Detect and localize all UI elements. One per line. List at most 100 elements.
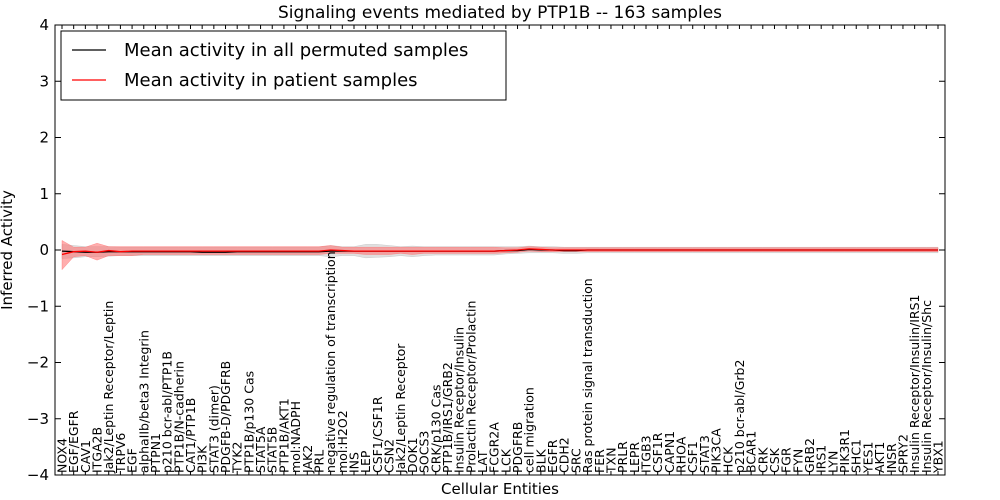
category-label: PIK3CA bbox=[709, 428, 724, 473]
category-label: Prolactin Receptor/Prolactin bbox=[463, 301, 478, 473]
category-label: PI3K bbox=[195, 445, 210, 473]
category-label: PDGFB-D/PDGFRB bbox=[218, 361, 233, 473]
legend-box bbox=[60, 30, 507, 101]
category-label: STAT3 (dimer) bbox=[206, 385, 221, 473]
category-label: YES1 bbox=[860, 442, 875, 474]
category-label: ITGB3 bbox=[639, 435, 654, 473]
category-label: JAK2 bbox=[300, 445, 315, 474]
category-label: PTPN1 bbox=[148, 433, 163, 473]
category-label: LEPR bbox=[627, 442, 642, 473]
category-label: mol:H2O2 bbox=[335, 410, 350, 473]
category-label: ITGA2B bbox=[90, 427, 105, 473]
category-label: IRS1 bbox=[814, 445, 829, 473]
category-label: PDGFRB bbox=[510, 422, 525, 473]
category-label: TXN bbox=[603, 447, 618, 474]
category-label: TYK2 bbox=[230, 442, 245, 474]
category-label: PIK3R1 bbox=[837, 429, 852, 473]
category-label: STAT5B bbox=[265, 427, 280, 473]
category-label: Insulin Receptor/Insulin/Shc bbox=[919, 300, 934, 473]
category-label: TRPV6 bbox=[113, 433, 128, 474]
band-patient bbox=[61, 240, 939, 271]
category-label: BLK bbox=[533, 448, 548, 473]
category-label: PRL bbox=[311, 450, 326, 473]
legend: Mean activity in all permuted samples Me… bbox=[60, 30, 507, 101]
category-label: NOX4 bbox=[55, 438, 70, 473]
category-label: EGF/EGFR bbox=[66, 410, 81, 473]
category-label: Jak2/Leptin Receptor/Leptin bbox=[101, 301, 116, 474]
category-label: PTP1B/AKT1 bbox=[276, 398, 291, 473]
category-label: CAV1 bbox=[78, 440, 93, 473]
category-label: FGR bbox=[779, 447, 794, 473]
legend-label-permuted: Mean activity in all permuted samples bbox=[124, 40, 468, 61]
category-label: cell migration bbox=[522, 387, 537, 473]
series-line-patient bbox=[61, 248, 938, 256]
category-label: EGFR bbox=[545, 439, 560, 473]
category-label: CDH2 bbox=[557, 437, 572, 473]
category-label: Jak2/Leptin Receptor bbox=[393, 343, 408, 474]
category-label: FYN bbox=[790, 449, 805, 473]
category-label: CSN2 bbox=[382, 439, 397, 473]
category-label: Ras protein signal transduction bbox=[580, 278, 595, 473]
y-tick-label: −1 bbox=[27, 297, 49, 315]
category-label: alphaIIb/beta3 Integrin bbox=[136, 330, 151, 473]
category-label: Insulin Receptor/Insulin bbox=[452, 327, 467, 473]
y-tick-label: 4 bbox=[39, 16, 49, 34]
category-label: CRK/p130 Cas bbox=[428, 385, 443, 474]
category-label: EGF bbox=[125, 448, 140, 473]
category-label: SHC1 bbox=[849, 439, 864, 473]
category-label: STAT5A bbox=[253, 426, 268, 473]
legend-label-patient: Mean activity in patient samples bbox=[124, 70, 418, 91]
category-label: CSF1 bbox=[685, 441, 700, 473]
chart-title: Signaling events mediated by PTP1B -- 16… bbox=[278, 3, 722, 23]
category-label: SRC bbox=[568, 448, 583, 473]
category-label: FER bbox=[592, 449, 607, 473]
category-label: AKT1 bbox=[872, 442, 887, 473]
y-tick-label: 0 bbox=[39, 241, 49, 259]
y-tick-label: 1 bbox=[39, 185, 49, 203]
category-label: LCK bbox=[498, 448, 513, 473]
category-label: GRB2 bbox=[802, 438, 817, 473]
category-label: p210 bcr-abl/Grb2 bbox=[732, 360, 747, 473]
axis-ticks: −4 −3 −2 −1 0 1 2 3 4 bbox=[27, 16, 945, 484]
y-tick-label: 3 bbox=[39, 72, 49, 90]
category-label: Insulin Receptor/Insulin/IRS1 bbox=[907, 295, 922, 473]
confidence-bands bbox=[61, 240, 939, 271]
category-label: INSR bbox=[884, 443, 899, 473]
series-lines bbox=[61, 248, 938, 256]
category-label: INS bbox=[347, 452, 362, 473]
category-label: PTP1B/IRS1/GRB2 bbox=[440, 362, 455, 473]
category-label: PRLR bbox=[615, 441, 630, 473]
category-label: PTP1B/p130 Cas bbox=[241, 371, 256, 473]
category-label: LEP bbox=[358, 450, 373, 473]
y-tick-label: −4 bbox=[27, 466, 49, 484]
category-label: STAT3 bbox=[697, 435, 712, 473]
category-label: CSF1/CSF1R bbox=[370, 396, 385, 473]
plot-frame bbox=[54, 24, 946, 476]
category-label: FCGR2A bbox=[487, 422, 502, 473]
category-label: CAT1/PTP1B bbox=[183, 398, 198, 473]
x-axis-label: Cellular Entities bbox=[441, 480, 559, 498]
category-label: RHOA bbox=[674, 436, 689, 473]
category-label: SPRY2 bbox=[895, 434, 910, 473]
category-label: CAPN1 bbox=[662, 431, 677, 473]
y-axis-label: Inferred Activity bbox=[0, 190, 16, 310]
category-label: p210 bcr-abl/PTP1B bbox=[160, 351, 175, 473]
category-label: CSF1R bbox=[650, 432, 665, 473]
category-label: LYN bbox=[825, 451, 840, 473]
category-label: YBX1 bbox=[931, 440, 946, 474]
category-label: BCAR1 bbox=[744, 431, 759, 473]
category-label: CSK bbox=[767, 447, 782, 473]
y-tick-label: −2 bbox=[27, 354, 49, 372]
category-label: PTP1B/N-cadherin bbox=[171, 361, 186, 473]
category-label: negative regulation of transcription bbox=[323, 251, 338, 473]
category-label: HCK bbox=[720, 446, 735, 473]
y-tick-label: −3 bbox=[27, 410, 49, 428]
category-label: CRK bbox=[755, 447, 770, 473]
category-label: SOCS3 bbox=[417, 431, 432, 473]
y-tick-label: 2 bbox=[39, 129, 49, 147]
category-label: LAT bbox=[475, 450, 490, 473]
category-label: mol:NADPH bbox=[288, 401, 303, 473]
category-label: DOK1 bbox=[405, 437, 420, 473]
